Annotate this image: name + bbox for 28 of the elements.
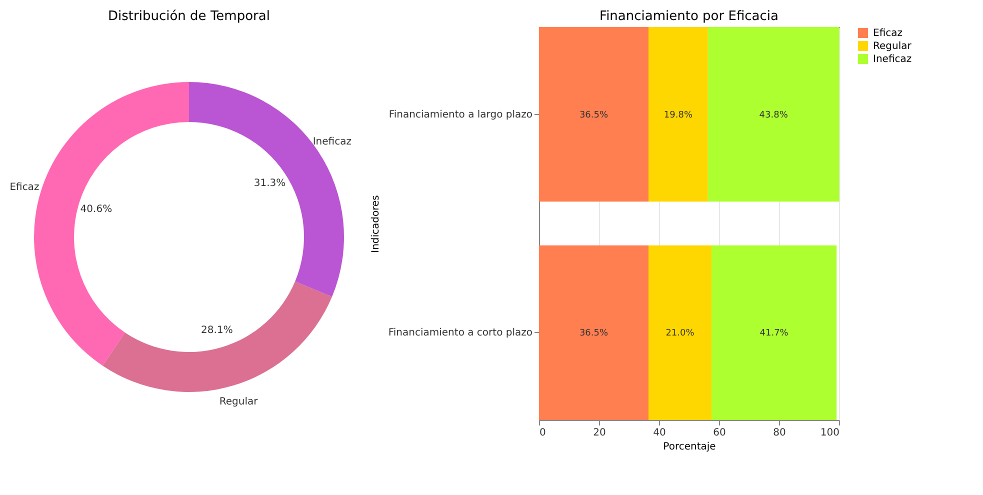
x-tick-label: 40 xyxy=(653,428,666,438)
data-label: 43.8% xyxy=(759,110,788,120)
legend-label: Eficaz xyxy=(873,28,902,39)
x-tick-label: 20 xyxy=(593,428,606,438)
chart-title: Distribución de Temporal xyxy=(108,9,270,24)
chart-title: Financiamiento por Eficacia xyxy=(600,9,778,24)
donut-slice xyxy=(102,281,332,392)
data-label: 36.5% xyxy=(579,328,608,339)
data-label: 21.0% xyxy=(666,328,695,339)
data-label: 19.8% xyxy=(664,110,693,120)
y-tick-label: Financiamiento a largo plazo xyxy=(388,109,532,120)
data-label: 36.5% xyxy=(579,110,608,120)
data-label: 31.3% xyxy=(254,178,286,190)
slice-label: Regular xyxy=(219,396,259,408)
slice-label: Eficaz xyxy=(10,182,40,193)
data-label: 28.1% xyxy=(201,324,233,336)
y-axis-title: Indicadores xyxy=(370,195,382,253)
y-tick-label: Financiamiento a corto plazo xyxy=(388,328,532,339)
slice-label: Ineficaz xyxy=(312,136,352,148)
data-label: 40.6% xyxy=(80,204,112,215)
legend-label: Ineficaz xyxy=(873,54,912,65)
legend-label: Regular xyxy=(873,41,912,52)
x-axis-title: Porcentaje xyxy=(663,442,716,452)
x-tick-label: 60 xyxy=(713,428,726,438)
data-label: 41.7% xyxy=(760,328,789,339)
x-tick-label: 0 xyxy=(540,428,546,438)
x-tick-label: 80 xyxy=(773,428,786,438)
x-tick-label: 100 xyxy=(820,428,840,438)
